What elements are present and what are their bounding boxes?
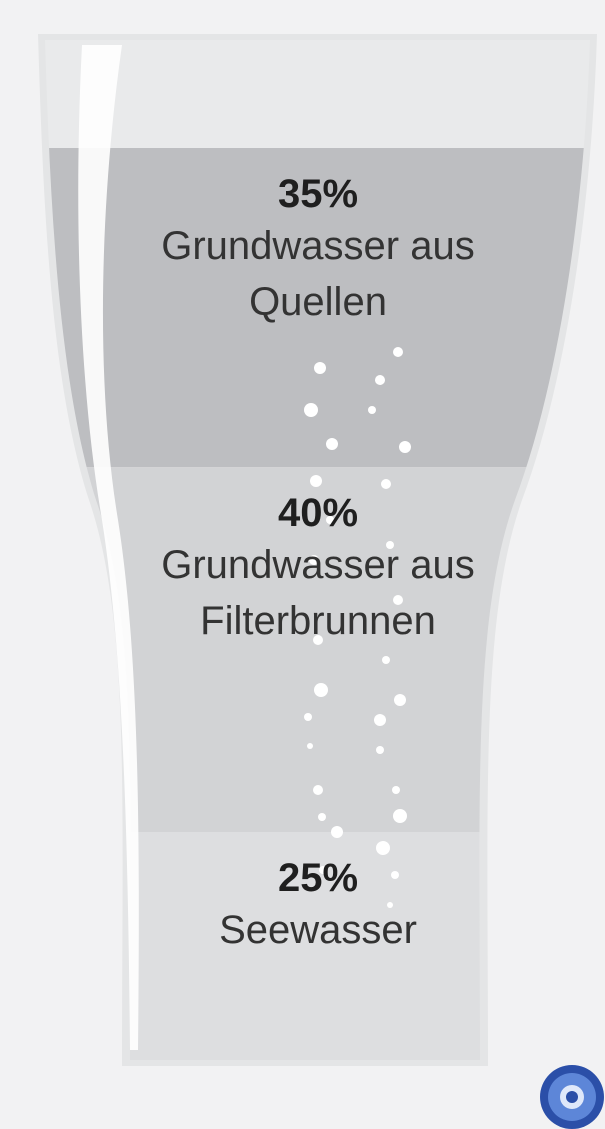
page: {"chart_data": {"type": "glass", "catego…: [0, 0, 605, 1129]
value-label: 35%: [118, 170, 518, 218]
category-label: Seewasser: [118, 902, 518, 958]
segment-label: 35%Grundwasser aus Quellen: [118, 170, 518, 330]
value-label: 40%: [118, 489, 518, 537]
category-label: Grundwasser aus Quellen: [118, 218, 518, 330]
logo: [540, 1065, 604, 1129]
segment-label: 40%Grundwasser aus Filterbrunnen: [118, 489, 518, 649]
value-label: 25%: [118, 854, 518, 902]
category-label: Grundwasser aus Filterbrunnen: [118, 537, 518, 649]
segment-label: 25%Seewasser: [118, 854, 518, 958]
